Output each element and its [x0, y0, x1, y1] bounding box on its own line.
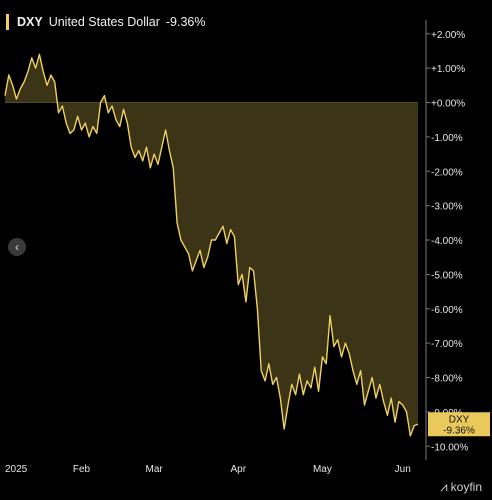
line-layer: [4, 53, 419, 437]
y-tick-label: -2.00%: [431, 167, 463, 178]
area-layer: [5, 54, 418, 436]
watermark-text: koyfin: [450, 480, 482, 494]
y-tick-label: -7.00%: [431, 339, 463, 350]
badge-value: -9.36%: [443, 425, 475, 436]
y-tick-label: -1.00%: [431, 133, 463, 144]
legend-series-name: United States Dollar: [48, 15, 160, 29]
badge-symbol: DXY: [449, 414, 470, 425]
x-tick-label: 2025: [5, 464, 28, 475]
y-tick-label: -4.00%: [431, 236, 463, 247]
chart-legend: DXY United States Dollar -9.36%: [6, 14, 205, 30]
y-tick-label: +0.00%: [431, 99, 465, 110]
y-tick-label: +1.00%: [431, 64, 465, 75]
x-tick-label: Mar: [146, 464, 164, 475]
x-tick-label: Apr: [230, 464, 246, 475]
legend-color-swatch: [6, 14, 9, 30]
y-axis: +2.00% +1.00% +0.00% -1.00% -2.00% -3.00% -4.0…: [425, 20, 468, 460]
y-tick-label: -5.00%: [431, 270, 463, 281]
koyfin-watermark: ⩘ koyfin: [440, 479, 482, 495]
badge-background: [428, 412, 490, 437]
y-tick-label: -10.00%: [431, 442, 468, 453]
y-tick-label: -9.00%: [431, 408, 463, 419]
chevron-left-icon[interactable]: ‹: [8, 238, 26, 256]
y-tick-label: +2.00%: [431, 30, 465, 41]
legend-change: -9.36%: [165, 15, 206, 29]
x-tick-label: Feb: [73, 464, 91, 475]
y-tick-label: -6.00%: [431, 305, 463, 316]
series-line-dxy: [4, 53, 419, 437]
legend-symbol: DXY: [17, 15, 43, 29]
koyfin-logo-icon: ⩘: [440, 479, 448, 494]
area-fill: [5, 54, 418, 436]
last-value-badge: DXY -9.36%: [428, 412, 490, 437]
y-tick-label: -8.00%: [431, 374, 463, 385]
x-axis: 2025 Feb Mar Apr May Jun: [5, 464, 411, 475]
x-tick-label: Jun: [395, 464, 411, 475]
x-tick-label: May: [313, 464, 332, 475]
y-tick-label: -3.00%: [431, 202, 463, 213]
